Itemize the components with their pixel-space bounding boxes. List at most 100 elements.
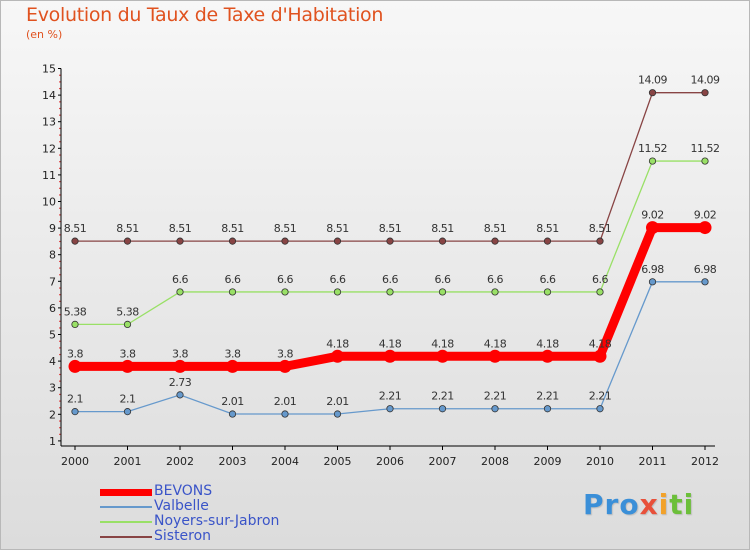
data-point: [541, 349, 554, 363]
y-minor-tick: [59, 234, 61, 236]
y-minor-tick: [59, 240, 61, 243]
proxiti-logo: Proxiti: [583, 488, 694, 521]
data-label: 2.21: [379, 390, 402, 403]
legend-swatch: [100, 521, 152, 523]
data-label: 8.51: [116, 222, 139, 235]
data-label: 8.51: [484, 222, 507, 235]
x-tick-label: 2006: [376, 455, 404, 468]
legend-label: Noyers-sur-Jabron: [154, 513, 280, 529]
y-minor-tick: [59, 107, 61, 110]
data-point: [596, 405, 604, 413]
x-tick-label: 2011: [639, 455, 667, 468]
y-tick-label: 4: [49, 355, 56, 368]
data-point: [701, 89, 709, 97]
data-label: 2.01: [326, 395, 349, 408]
data-label: 6.6: [592, 273, 608, 286]
data-label: 2.21: [589, 390, 612, 403]
y-minor-tick: [59, 287, 61, 289]
data-label: 8.51: [64, 222, 87, 235]
data-point: [176, 391, 184, 399]
data-point: [333, 237, 342, 245]
x-tick-label: 2002: [166, 455, 194, 468]
data-point: [68, 359, 82, 373]
data-label: 5.38: [64, 305, 87, 318]
y-minor-tick: [59, 141, 61, 143]
y-tick-label: 11: [42, 169, 56, 182]
data-label: 8.51: [326, 222, 349, 235]
y-tick-label: 6: [49, 302, 56, 315]
data-point: [491, 405, 499, 413]
y-minor-tick: [59, 267, 61, 269]
data-label: 2.1: [67, 393, 83, 406]
y-minor-tick: [59, 167, 61, 169]
data-label: 4.18: [326, 337, 349, 350]
data-point: [281, 237, 289, 245]
logo-part: Pro: [583, 488, 640, 521]
legend-label: Valbelle: [154, 498, 209, 514]
y-minor-tick: [59, 134, 61, 136]
legend-swatch: [100, 536, 152, 538]
y-minor-tick: [59, 181, 61, 183]
data-point: [491, 288, 499, 296]
data-point: [491, 237, 499, 245]
chart-title: Evolution du Taux de Taxe d'Habitation: [26, 4, 384, 26]
y-minor-tick: [59, 340, 61, 342]
data-point: [71, 237, 79, 245]
y-minor-tick: [59, 380, 61, 382]
data-label: 11.52: [638, 142, 667, 155]
data-label: 4.18: [431, 337, 454, 350]
data-label: 6.6: [435, 273, 451, 286]
y-minor-tick: [59, 74, 61, 76]
y-minor-tick: [59, 367, 61, 369]
series-line-sisteron: [75, 92, 705, 242]
data-point: [383, 349, 397, 363]
data-label: 3.8: [120, 347, 136, 360]
y-tick-label: 14: [42, 89, 56, 102]
data-label: 4.18: [379, 337, 402, 350]
data-point: [698, 221, 712, 235]
y-tick-label: 13: [42, 116, 56, 129]
y-tick-label: 5: [49, 329, 56, 342]
data-label: 9.02: [694, 209, 717, 222]
legend-label: Sisteron: [154, 528, 212, 544]
y-minor-tick: [59, 314, 61, 316]
data-point: [228, 288, 237, 296]
data-point: [701, 157, 709, 165]
data-label: 2.21: [536, 390, 559, 403]
x-tick-label: 2005: [324, 455, 352, 468]
data-point: [386, 288, 394, 296]
y-minor-tick: [59, 114, 61, 116]
x-tick-label: 2008: [481, 455, 509, 468]
y-minor-tick: [59, 400, 61, 402]
data-label: 8.51: [221, 222, 244, 235]
data-point: [438, 237, 447, 245]
data-label: 4.18: [484, 337, 507, 350]
data-label: 6.6: [330, 273, 346, 286]
y-tick-label: 7: [49, 275, 56, 288]
data-point: [593, 349, 607, 363]
x-tick-label: 2010: [586, 455, 614, 468]
y-tick-label: 1: [49, 435, 56, 448]
data-point: [281, 410, 289, 418]
y-minor-tick: [59, 294, 61, 296]
data-point: [228, 410, 237, 418]
x-tick-label: 2012: [691, 455, 719, 468]
data-point: [71, 408, 79, 416]
data-point: [333, 410, 342, 418]
y-minor-tick: [59, 373, 61, 376]
data-point: [121, 359, 134, 373]
y-minor-tick: [59, 260, 61, 263]
data-label: 14.09: [638, 74, 667, 87]
legend-swatch: [100, 506, 152, 508]
data-label: 2.1: [120, 393, 136, 406]
y-minor-tick: [59, 420, 61, 422]
y-tick-label: 2: [49, 408, 56, 421]
y-minor-tick: [59, 327, 61, 329]
y-minor-tick: [59, 220, 61, 223]
data-label: 6.6: [540, 273, 556, 286]
y-minor-tick: [59, 214, 61, 216]
logo-part: ti: [669, 488, 695, 521]
data-point: [278, 359, 292, 373]
